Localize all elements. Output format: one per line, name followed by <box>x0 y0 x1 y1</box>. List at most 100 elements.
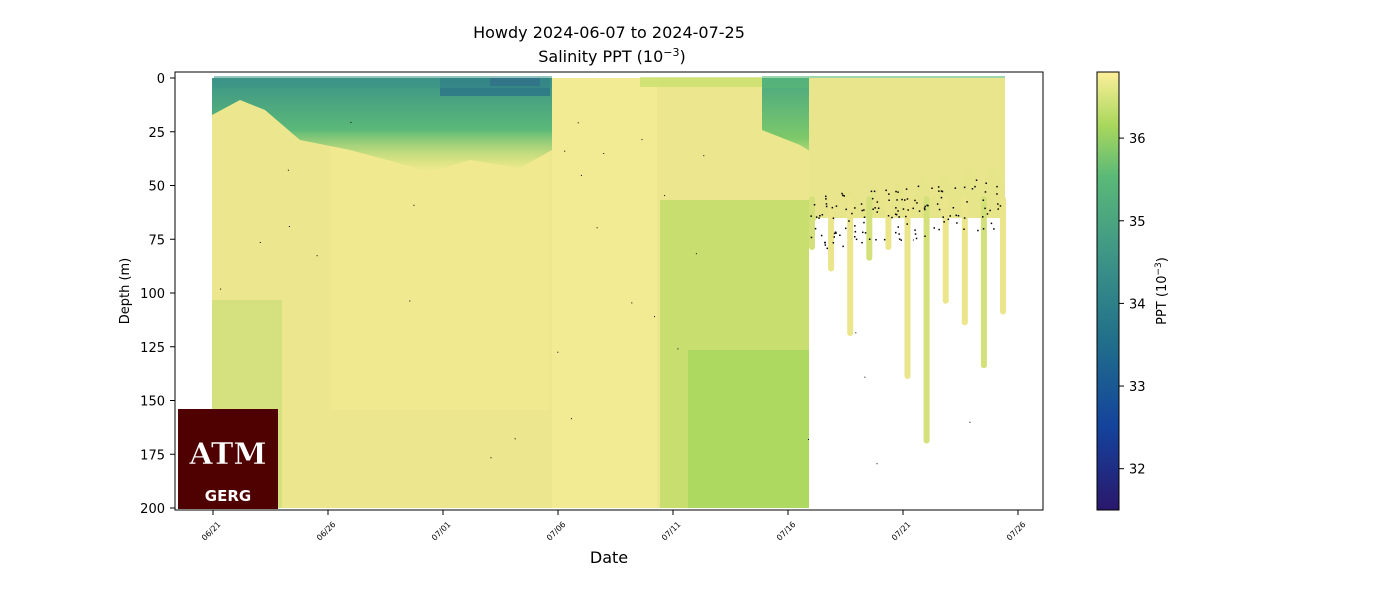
scatter-point <box>839 234 841 236</box>
scatter-point <box>814 227 817 230</box>
scatter-point <box>835 205 838 207</box>
scatter-point <box>864 232 867 234</box>
scatter-point <box>897 226 899 228</box>
scatter-point <box>854 207 856 209</box>
scatter-point <box>949 215 951 217</box>
scatter-point <box>887 215 890 217</box>
title-line2-exp: −3 <box>663 46 679 59</box>
scatter-point <box>843 195 845 197</box>
profile-finger <box>980 196 987 369</box>
scatter-point <box>603 153 605 154</box>
scatter-point <box>831 206 834 209</box>
scatter-point <box>898 216 900 218</box>
scatter-point <box>810 236 813 239</box>
scatter-point <box>897 191 899 193</box>
scatter-point <box>940 196 943 199</box>
scatter-point <box>854 231 857 233</box>
scatter-point <box>864 376 866 378</box>
scatter-point <box>917 185 920 188</box>
scatter-point <box>955 214 957 217</box>
scatter-point <box>900 239 902 241</box>
profile-finger <box>809 196 815 251</box>
scatter-point <box>926 204 928 207</box>
scatter-point <box>894 213 897 215</box>
scatter-point <box>996 185 998 188</box>
scatter-point <box>287 169 289 171</box>
scatter-point <box>818 217 820 219</box>
scatter-point <box>915 237 918 240</box>
y-tick-label: 75 <box>148 233 165 248</box>
scatter-point <box>832 217 835 219</box>
scatter-point <box>825 205 828 208</box>
scatter-point <box>952 207 955 209</box>
x-tick-label: 06/21 <box>200 520 223 543</box>
scatter-point <box>875 239 877 241</box>
y-tick-label: 100 <box>140 287 165 302</box>
scatter-point <box>906 198 909 200</box>
scatter-point <box>975 179 978 181</box>
y-tick-label: 25 <box>148 126 165 141</box>
scatter-point <box>596 227 598 229</box>
profile-finger <box>904 196 911 380</box>
scatter-point <box>409 300 411 302</box>
scatter-point <box>883 238 886 241</box>
fresh-column <box>552 78 657 508</box>
scatter-point <box>220 288 222 290</box>
scatter-point <box>956 222 958 224</box>
cbar-label-prefix: PPT (10 <box>1155 275 1170 324</box>
scatter-point <box>845 227 847 230</box>
scatter-point <box>835 232 837 234</box>
scatter-point <box>963 186 966 189</box>
scatter-point <box>316 255 318 257</box>
scatter-point <box>997 203 999 205</box>
scatter-point <box>863 216 866 218</box>
scatter-point <box>841 192 843 195</box>
tamu-gerg-logo: ATM GERG <box>178 409 278 509</box>
scatter-point <box>854 236 856 238</box>
scatter-point <box>842 245 844 248</box>
scatter-point <box>873 190 876 193</box>
colorbar-label: PPT (10−3) <box>1154 257 1170 325</box>
scatter-point <box>350 122 352 123</box>
scatter-point <box>842 194 844 197</box>
x-tick-label: 07/26 <box>1005 520 1028 543</box>
scatter-point <box>813 204 816 206</box>
y-tick-label: 150 <box>140 395 165 410</box>
scatter-point <box>810 215 812 217</box>
scatter-point <box>833 232 836 235</box>
scatter-point <box>288 226 290 227</box>
scatter-point <box>923 207 926 209</box>
scatter-point <box>825 203 828 205</box>
colorbar-tick-label: 32 <box>1129 463 1146 478</box>
scatter-point <box>815 216 818 218</box>
x-axis-ticks: 06/21 06/26 07/01 07/06 07/11 07/16 07/21 07/26 <box>200 510 1028 543</box>
scatter-point <box>931 187 933 189</box>
scatter-point <box>914 229 916 231</box>
scatter-point <box>808 439 809 440</box>
profile-finger <box>961 196 968 326</box>
salinity-field <box>212 76 1006 508</box>
scatter-point <box>885 189 887 192</box>
scatter-point <box>854 225 856 227</box>
scatter-point <box>819 215 821 217</box>
scatter-point <box>996 193 998 195</box>
scatter-point <box>848 220 850 222</box>
scatter-point <box>821 214 824 216</box>
plot-frame <box>174 71 1044 511</box>
chart-title-line2: Salinity PPT (10−3) <box>538 46 686 66</box>
scatter-point <box>927 204 929 207</box>
y-tick-label: 175 <box>140 448 165 463</box>
scatter-point <box>982 216 984 218</box>
scatter-point <box>924 208 926 211</box>
x-tick-label: 07/16 <box>775 520 798 543</box>
scatter-point <box>876 211 878 213</box>
scatter-point <box>936 203 939 205</box>
scatter-point <box>912 239 914 241</box>
scatter-point <box>895 207 897 209</box>
east-field-body <box>809 78 1005 250</box>
scatter-point <box>631 302 633 304</box>
scatter-point <box>677 348 679 350</box>
surface-dots-mid <box>640 77 762 87</box>
profile-finger <box>885 196 892 251</box>
scatter-point <box>942 216 944 218</box>
